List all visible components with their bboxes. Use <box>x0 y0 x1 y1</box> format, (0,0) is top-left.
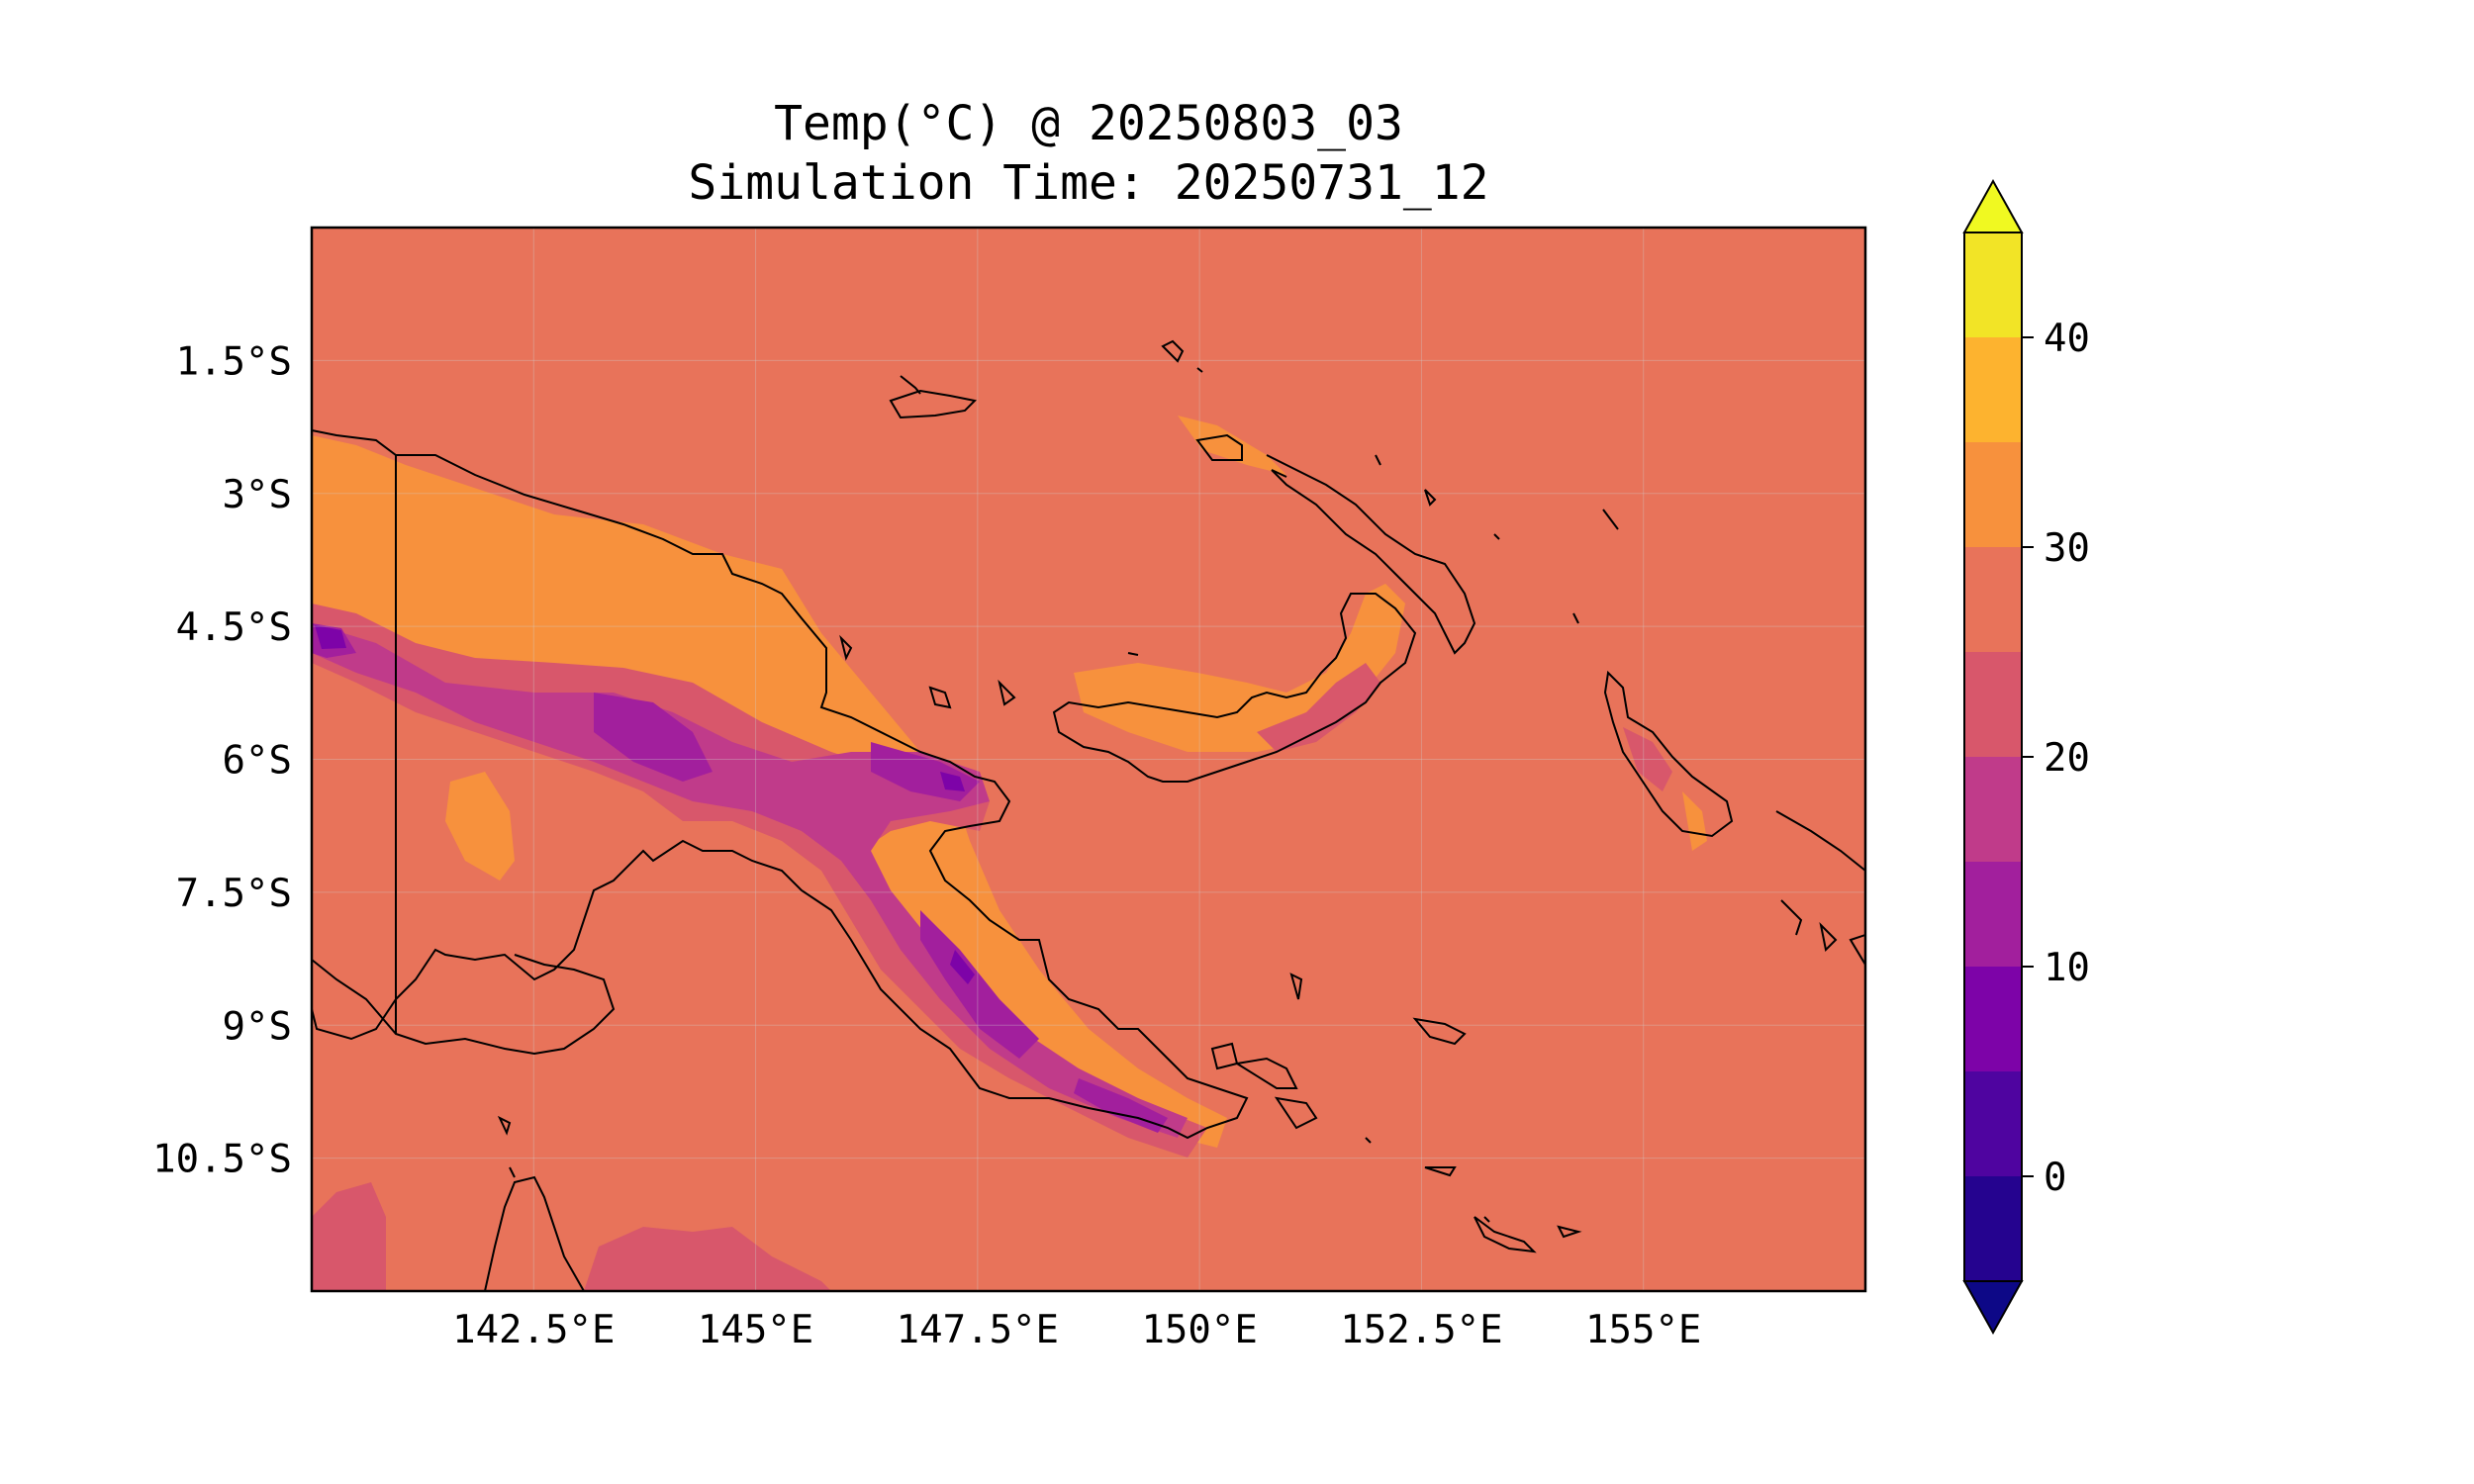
colorbar-segment <box>1964 1176 2022 1281</box>
figure-title-block: Temp(°C) @ 20250803_03 Simulation Time: … <box>312 94 1865 213</box>
colorbar-tick-label: 30 <box>2044 526 2090 571</box>
figure-title: Temp(°C) @ 20250803_03 <box>774 96 1403 151</box>
temp-region-10-15-core1 <box>594 693 713 782</box>
coastline-newbritain <box>1052 593 1417 783</box>
coastline-trobriand <box>1289 973 1303 1000</box>
colorbar-segment <box>1964 232 2022 337</box>
x-tick-label: 147.5°E <box>897 1308 1059 1352</box>
temperature-field <box>312 416 1707 1291</box>
temp-region-20-25-bougainville <box>1623 727 1672 791</box>
temp-region-30-35-west <box>445 772 515 881</box>
colorbar-tick-label: 40 <box>2044 317 2090 361</box>
x-tick-label: 155°E <box>1585 1308 1701 1352</box>
coastline-southwest <box>312 954 616 1056</box>
colorbar-segment <box>1964 967 2022 1071</box>
coastline-newguinea-north <box>312 429 1249 1140</box>
x-tick-label: 142.5°E <box>452 1308 615 1352</box>
temp-region-5-10-spot2 <box>940 772 965 791</box>
coastline-manus <box>889 389 978 419</box>
x-axis-ticks: 142.5°E 145°E 147.5°E 150°E 152.5°E 155°E <box>452 1308 1701 1352</box>
colorbar-tick-label: 0 <box>2044 1156 2066 1200</box>
y-tick-label: 6°S <box>223 739 292 784</box>
temp-region-30-35-mainland <box>312 435 1227 1148</box>
y-tick-label: 7.5°S <box>176 872 292 916</box>
y-tick-label: 1.5°S <box>176 339 292 384</box>
coastline-capeyork <box>484 1175 585 1291</box>
map-frame <box>310 226 1867 1293</box>
temp-region-20-25-southwest <box>312 1182 386 1291</box>
coastlines <box>312 339 1865 1291</box>
colorbar-extend-low <box>1962 1280 2024 1336</box>
y-tick-label: 4.5°S <box>176 605 292 650</box>
temp-region-5-10-spot1 <box>315 625 346 649</box>
colorbar-segment <box>1964 337 2022 442</box>
colorbar-segment <box>1964 1071 2022 1176</box>
temp-region-10-15-core3 <box>920 910 1039 1059</box>
x-tick-label: 145°E <box>698 1308 813 1352</box>
coastline-smallislands <box>497 339 1619 1223</box>
temp-region-5-10-spot3 <box>950 950 975 984</box>
x-tick-label: 152.5°E <box>1340 1308 1502 1352</box>
x-tick-label: 150°E <box>1141 1308 1257 1352</box>
temp-region-30-35-south <box>1682 791 1707 851</box>
coastline-dentrecasteaux <box>1210 1042 1318 1130</box>
colorbar-segment <box>1964 757 2022 862</box>
temp-region-30-35-newireland <box>1178 416 1286 475</box>
coastline-bougainville <box>1603 670 1734 838</box>
coastline-louisiade <box>1424 1166 1582 1253</box>
colorbar-segment <box>1964 442 2022 547</box>
y-tick-label: 10.5°S <box>152 1138 292 1182</box>
colorbar-segment <box>1964 652 2022 757</box>
colorbar: 0 10 20 30 40 <box>1962 178 2090 1336</box>
colorbar-tick-label: 20 <box>2044 736 2090 781</box>
coastline-woodlark <box>1412 1017 1467 1046</box>
temp-region-20-25-southcentral <box>584 1227 831 1291</box>
colorbar-segment <box>1964 547 2022 652</box>
colorbar-segment <box>1964 862 2022 967</box>
y-axis-ticks: 1.5°S 3°S 4.5°S 6°S 7.5°S 9°S 10.5°S <box>152 339 292 1181</box>
coastline-solomons <box>1775 810 1865 967</box>
colorbar-extend-high <box>1962 178 2024 233</box>
y-tick-label: 9°S <box>223 1004 292 1049</box>
figure-subtitle: Simulation Time: 20250731_12 <box>688 155 1489 211</box>
coastline-newireland <box>1266 454 1476 655</box>
temp-region-20-25-newbritain <box>1257 663 1380 752</box>
coastline-newhanover <box>1195 433 1243 461</box>
map-gridlines <box>312 228 1865 1291</box>
colorbar-tick-label: 10 <box>2044 946 2090 990</box>
map-panel <box>310 226 1867 1293</box>
y-tick-label: 3°S <box>223 473 292 517</box>
